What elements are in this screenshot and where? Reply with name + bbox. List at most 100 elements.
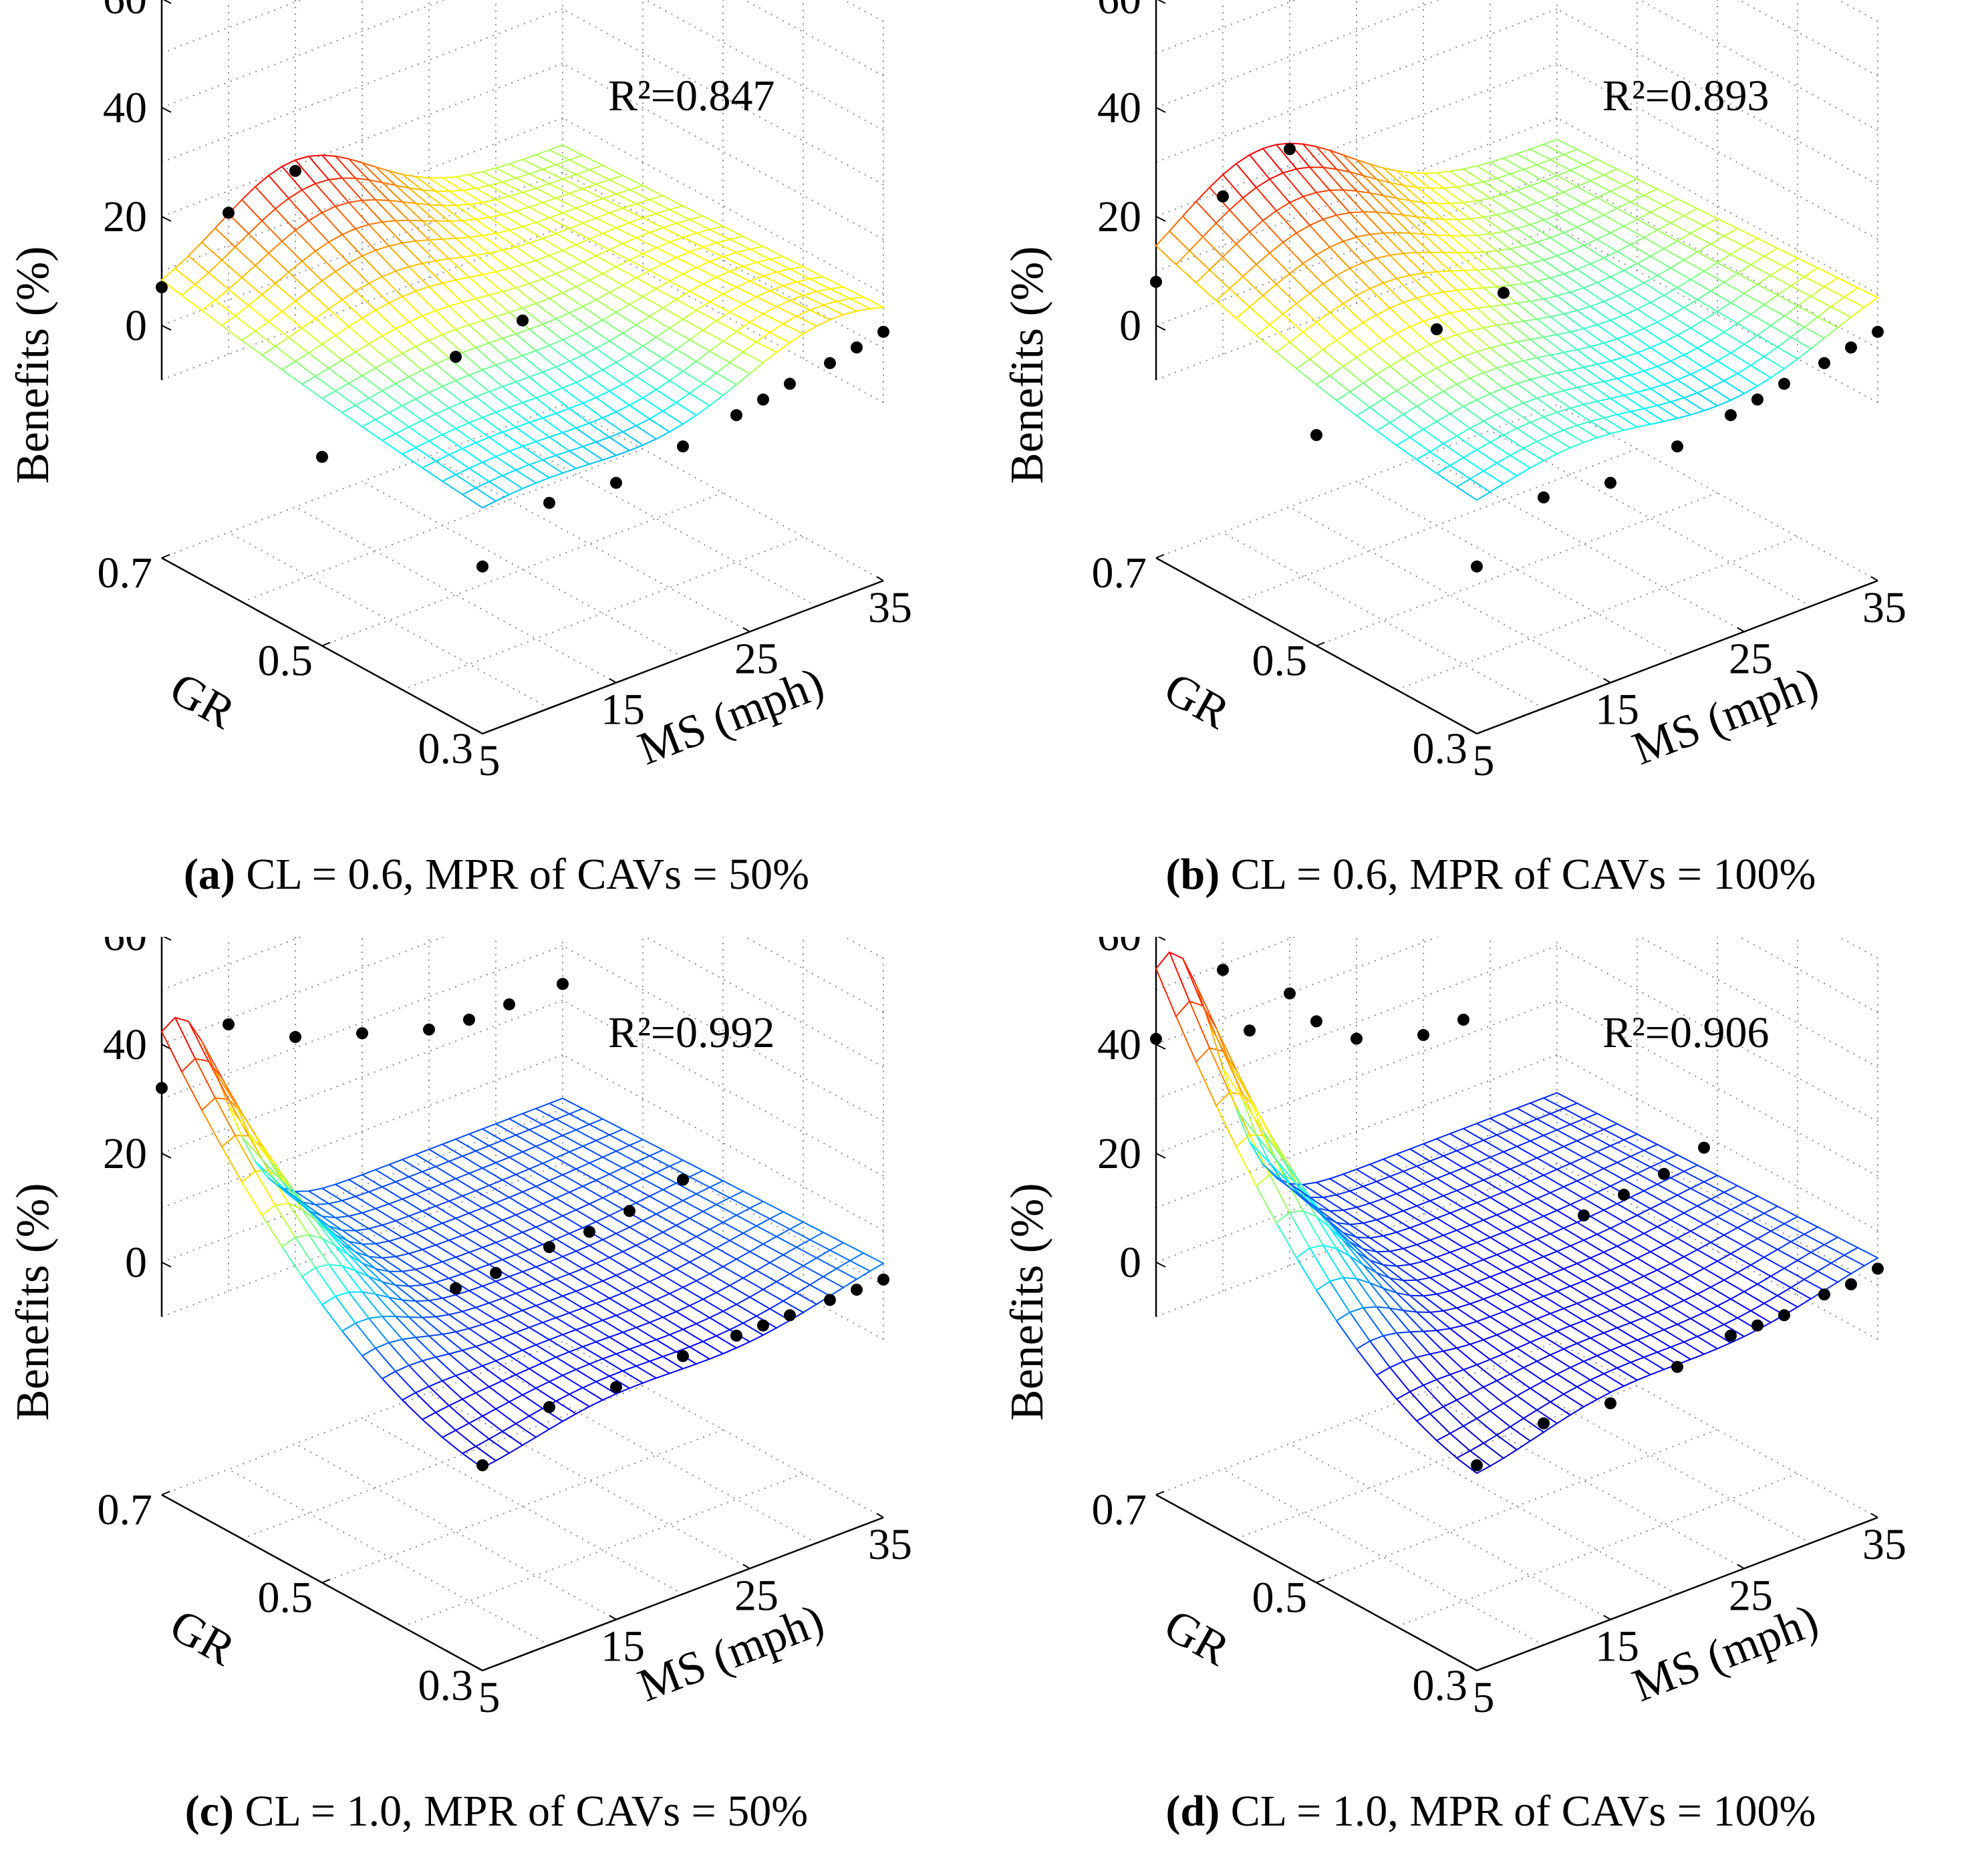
surface-mesh-line (555, 1151, 570, 1159)
surface-mesh-line (562, 1215, 583, 1229)
surface-mesh-line (1429, 343, 1451, 363)
surface-mesh-line (642, 1178, 664, 1191)
surface-mesh-line (488, 1431, 503, 1440)
surface-mesh-line (575, 333, 597, 349)
surface-mesh-line (1583, 400, 1598, 406)
surface-mesh-line (615, 303, 630, 313)
surface-mesh-line (435, 260, 456, 281)
surface-mesh-line (1844, 287, 1858, 298)
surface-mesh-line (709, 1310, 724, 1318)
surface-mesh-line (1550, 237, 1571, 252)
surface-mesh-line (762, 275, 784, 287)
surface-mesh-line (348, 158, 370, 181)
surface-mesh-line (1503, 267, 1524, 285)
surface-mesh-line (1523, 1283, 1544, 1297)
surface-mesh-line (696, 267, 717, 278)
surface-mesh-line (1476, 1410, 1491, 1419)
surface-mesh-line (669, 280, 690, 293)
surface-mesh-line (408, 219, 430, 241)
surface-mesh-line (495, 1280, 517, 1294)
surface-mesh-line (529, 1288, 550, 1302)
observation-point (490, 1267, 502, 1279)
surface-mesh-line (1189, 1000, 1203, 1007)
surface-mesh-line (1677, 233, 1691, 242)
surface-mesh-line (1496, 248, 1511, 252)
surface-mesh-line (1637, 1294, 1651, 1301)
surface-mesh-line (756, 258, 770, 263)
surface-mesh-line (535, 297, 550, 305)
surface-mesh-line (515, 328, 530, 335)
surface-mesh-line (1483, 1434, 1498, 1444)
surface-mesh-line (1623, 263, 1638, 271)
surface-mesh-line (689, 251, 710, 263)
surface-mesh-line (422, 1249, 443, 1263)
surface-mesh-line (1583, 1234, 1598, 1241)
surface-mesh-line (749, 313, 764, 323)
surface-mesh-line (656, 327, 670, 338)
surface-mesh-line (375, 1169, 396, 1183)
surface-mesh-line (1550, 154, 1564, 160)
surface-mesh-line (1563, 349, 1578, 353)
surface-mesh-line (1790, 1234, 1805, 1243)
surface-mesh-line (589, 459, 603, 465)
surface-mesh-line (689, 382, 704, 394)
surface-mesh-line (1242, 1099, 1264, 1131)
surface-mesh-line (522, 1151, 543, 1164)
surface-mesh-line (241, 277, 263, 295)
surface-mesh-line (1376, 211, 1397, 234)
surface-mesh-line (1443, 390, 1464, 408)
surface-mesh-line (635, 425, 657, 440)
surface-mesh-line (174, 255, 189, 269)
surface-mesh-line (736, 1341, 750, 1349)
surface-mesh-line (1510, 1249, 1531, 1263)
surface-mesh-line (482, 364, 496, 371)
surface-mesh-line (1449, 1374, 1471, 1395)
surface-mesh-line (1349, 171, 1364, 176)
surface-mesh-line (1483, 1293, 1498, 1300)
surface-mesh-line (488, 1302, 510, 1316)
surface-mesh-line (1563, 148, 1578, 156)
surface-mesh-line (495, 1360, 517, 1376)
surface-mesh-line (1216, 1092, 1230, 1107)
surface-mesh-line (515, 1332, 537, 1346)
surface-mesh-line (408, 426, 430, 442)
surface-mesh-line (1576, 1103, 1598, 1115)
observation-point (583, 1226, 595, 1238)
surface-mesh-line (422, 1281, 436, 1286)
surface-mesh-line (462, 1273, 483, 1287)
surface-mesh-line (629, 1348, 650, 1362)
surface-mesh-line (328, 241, 349, 264)
surface-mesh-line (321, 1304, 343, 1332)
surface-mesh-line (1383, 282, 1404, 303)
surface-mesh-line (1523, 447, 1544, 462)
surface-mesh-line (475, 252, 490, 256)
surface-mesh-line (1623, 394, 1645, 410)
surface-mesh-line (1763, 255, 1785, 267)
surface-mesh-line (428, 1143, 443, 1150)
surface-mesh-line (1336, 330, 1351, 341)
grid-line (321, 1429, 724, 1584)
surface-mesh-line (522, 402, 543, 419)
surface-mesh-line (562, 1097, 583, 1110)
surface-mesh-line (1784, 1215, 1798, 1225)
surface-mesh-line (609, 383, 623, 392)
surface-mesh-line (1690, 1274, 1711, 1288)
surface-mesh-line (575, 1329, 597, 1343)
surface-mesh-line (1436, 1439, 1457, 1459)
surface-mesh-line (1456, 486, 1477, 501)
surface-mesh-line (1476, 347, 1491, 353)
surface-mesh-line (1663, 204, 1685, 217)
surface-mesh-line (301, 1267, 316, 1278)
z-tick (161, 1262, 172, 1268)
x-tick-label: 25 (734, 1571, 778, 1620)
surface-mesh-line (555, 1113, 570, 1120)
surface-mesh-line (415, 1385, 430, 1394)
surface-mesh-line (1269, 313, 1284, 325)
surface-mesh-line (415, 1149, 430, 1155)
observations (156, 164, 889, 573)
surface-mesh-line (662, 1182, 677, 1191)
surface-mesh-line (1530, 1221, 1551, 1235)
surface-mesh-line (1683, 1212, 1705, 1225)
surface-mesh-line (535, 217, 550, 223)
surface-mesh-line (709, 256, 724, 263)
